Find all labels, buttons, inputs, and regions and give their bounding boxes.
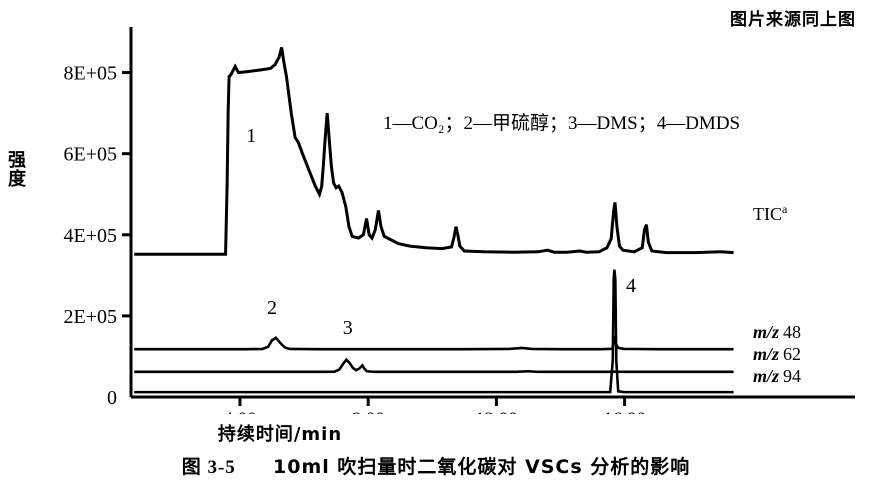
figure-caption: 图 3-5 10ml 吹扫量时二氧化碳对 VSCs 分析的影响 — [0, 452, 872, 479]
x-axis-title: 持续时间/min — [217, 424, 343, 445]
legend-assignments: 1—CO₂；2—甲硫醇；3—DMS；4—DMDS — [383, 112, 740, 134]
x-tick-label: 12.00 — [475, 409, 518, 414]
tic-trace-label: TICa — [753, 202, 788, 224]
y-tick-label: 4E+05 — [64, 225, 118, 247]
y-tick-label: 0 — [107, 387, 117, 409]
x-tick-label: 16.00 — [603, 409, 646, 414]
trace-m-z-94 — [134, 269, 734, 394]
axes-group — [129, 27, 855, 399]
trace-m-z-48 — [134, 335, 734, 351]
peak-number-labels: 1 2 3 4 — [246, 125, 636, 339]
mz62-trace-label: m/z 62 — [753, 344, 801, 364]
y-tick-label: 2E+05 — [64, 306, 118, 328]
y-axis-title: 强度 — [5, 150, 26, 188]
peak-label-3: 3 — [343, 317, 353, 339]
figure-caption-text: 10ml 吹扫量时二氧化碳对 VSCs 分析的影响 — [273, 456, 691, 478]
x-tick-label: 4.00 — [223, 409, 256, 414]
trace-tic — [134, 47, 734, 256]
x-axis-ticks: 4.00 8.00 12.00 16.00 — [223, 397, 646, 414]
trace-lines — [134, 47, 734, 394]
trace-m-z-62 — [134, 357, 734, 374]
x-tick-label: 8.00 — [352, 409, 385, 414]
peak-label-4: 4 — [626, 275, 636, 297]
y-axis-ticks: 0 2E+05 4E+05 6E+05 8E+05 — [64, 63, 131, 409]
source-note: 图片来源同上图 — [730, 10, 856, 30]
figure-number: 图 3-5 — [181, 457, 236, 478]
peak-label-1: 1 — [246, 125, 256, 147]
chromatogram-chart: 0 2E+05 4E+05 6E+05 8E+05 4.00 8.00 12.00 16.00… — [64, 27, 855, 414]
mz48-trace-label: m/z 48 — [753, 322, 801, 342]
y-tick-label: 6E+05 — [64, 144, 118, 166]
peak-label-2: 2 — [267, 297, 277, 319]
chart-plot-area: 0 2E+05 4E+05 6E+05 8E+05 4.00 8.00 12.00 16.00… — [0, 24, 872, 414]
mz94-trace-label: m/z 94 — [753, 366, 801, 386]
y-tick-label: 8E+05 — [64, 63, 118, 85]
